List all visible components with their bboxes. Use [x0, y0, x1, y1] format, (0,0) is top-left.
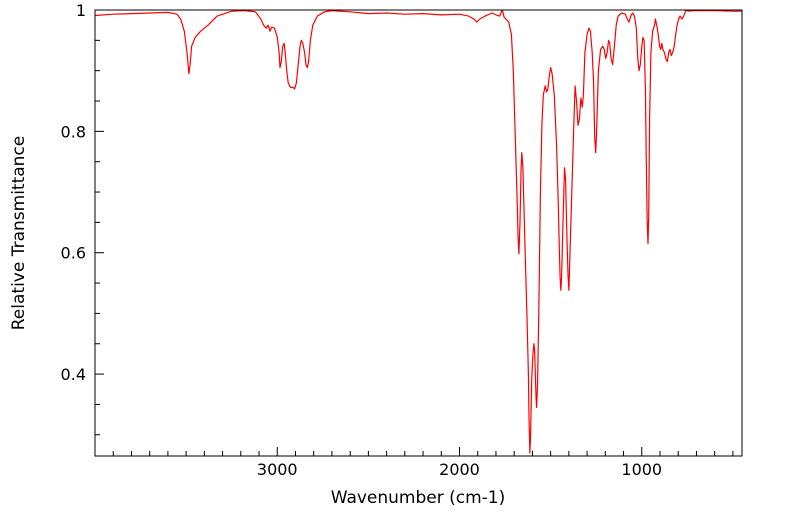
x-tick-label: 2000	[439, 460, 480, 479]
x-tick-label: 3000	[257, 460, 298, 479]
y-tick-label: 1	[76, 1, 86, 20]
y-tick-label: 0.4	[61, 365, 86, 384]
y-tick-label: 0.6	[61, 244, 86, 263]
plot-frame	[94, 9, 743, 457]
x-axis-title: Wavenumber (cm-1)	[331, 488, 506, 508]
x-tick-label: 1000	[621, 460, 662, 479]
plot-background	[95, 10, 742, 456]
y-axis-title: Relative Transmittance	[9, 136, 29, 331]
minor-ticks	[95, 39, 734, 456]
x-axis-ticks: 3000 2000 1000	[257, 447, 662, 479]
y-tick-label: 0.8	[61, 122, 86, 141]
y-axis-ticks: 1 0.8 0.6 0.4	[61, 1, 104, 384]
spectrum-line	[95, 10, 742, 454]
